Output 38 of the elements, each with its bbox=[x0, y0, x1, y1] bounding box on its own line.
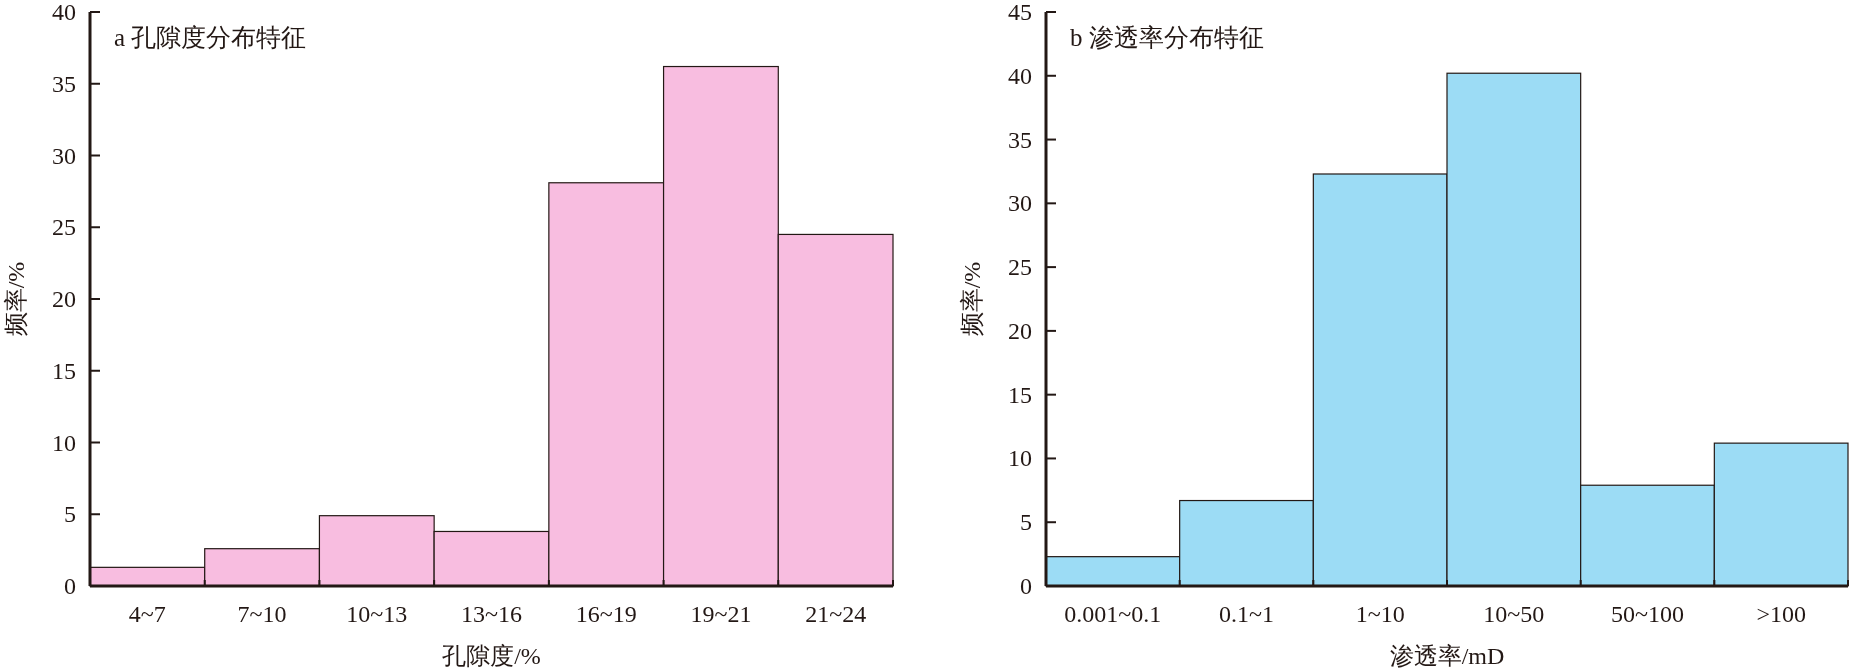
x-tick-label: 16~19 bbox=[575, 601, 637, 627]
y-tick-label: 15 bbox=[52, 357, 76, 384]
x-tick-label: 10~13 bbox=[346, 601, 408, 627]
y-tick-label: 15 bbox=[1008, 381, 1032, 408]
y-tick-label: 30 bbox=[1008, 190, 1032, 217]
y-tick-label: 25 bbox=[52, 214, 76, 241]
y-tick-label: 5 bbox=[64, 501, 76, 528]
y-tick-label: 35 bbox=[52, 70, 76, 97]
y-tick-label: 30 bbox=[52, 142, 76, 169]
y-axis-title: 频率/% bbox=[959, 261, 985, 337]
x-tick-label: 7~10 bbox=[237, 601, 287, 627]
y-tick-label: 40 bbox=[1008, 62, 1032, 89]
x-tick-label: 4~7 bbox=[128, 601, 166, 627]
x-tick-label: 10~50 bbox=[1483, 601, 1545, 627]
y-tick-label: 45 bbox=[1008, 0, 1032, 25]
x-tick-label: 0.001~0.1 bbox=[1064, 601, 1162, 627]
x-axis-title: 渗透率/mD bbox=[1389, 643, 1505, 669]
text: a 孔隙度分布特征 bbox=[114, 24, 307, 51]
y-tick-label: 10 bbox=[1008, 445, 1032, 472]
x-tick-label: >100 bbox=[1756, 601, 1806, 627]
x-tick-label: 13~16 bbox=[461, 601, 522, 627]
x-tick-label: 50~100 bbox=[1611, 601, 1684, 627]
x-tick-label: 1~10 bbox=[1355, 601, 1405, 627]
y-tick-label: 25 bbox=[1008, 254, 1032, 281]
x-tick-label: 19~21 bbox=[690, 601, 752, 627]
y-tick-label: 0 bbox=[64, 573, 76, 599]
y-tick-label: 40 bbox=[52, 0, 76, 25]
y-tick-label: 20 bbox=[52, 286, 76, 312]
y-tick-label: 35 bbox=[1008, 126, 1032, 153]
x-tick-label: 21~24 bbox=[805, 601, 867, 627]
text: b 渗透率分布特征 bbox=[1070, 24, 1264, 51]
y-tick-label: 5 bbox=[1020, 509, 1032, 536]
x-tick-label: 0.1~1 bbox=[1219, 601, 1274, 627]
y-tick-label: 0 bbox=[1020, 573, 1032, 599]
y-tick-label: 20 bbox=[1008, 317, 1032, 344]
y-axis-title: 频率/% bbox=[3, 261, 29, 337]
x-axis-title: 孔隙度/% bbox=[442, 643, 541, 669]
y-tick-label: 10 bbox=[52, 429, 76, 456]
